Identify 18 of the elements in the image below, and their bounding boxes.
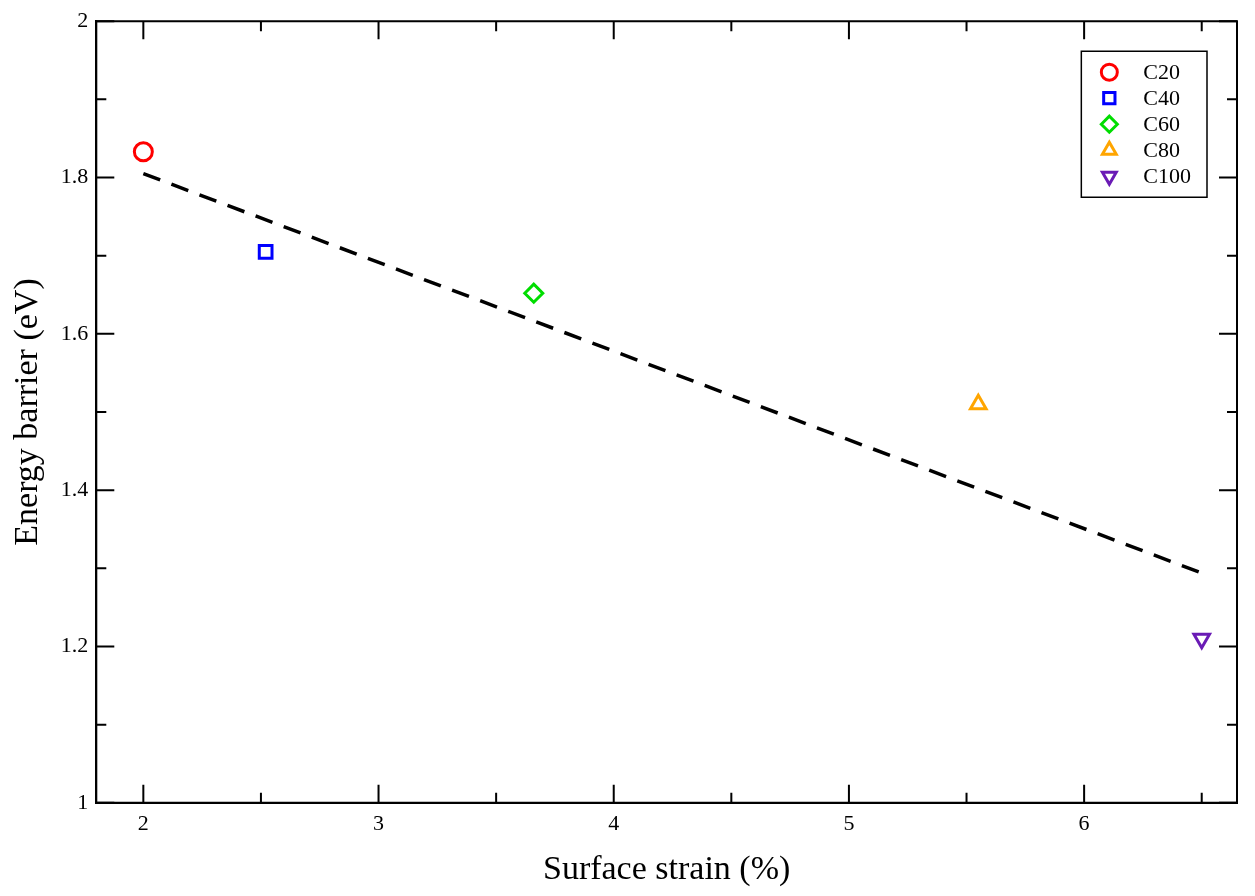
y-tick-label: 2 — [77, 6, 89, 32]
y-tick-label: 1.8 — [60, 163, 89, 189]
legend-label: C20 — [1143, 58, 1181, 84]
y-tick-label: 1 — [77, 788, 89, 814]
x-tick-label: 5 — [843, 809, 855, 835]
y-tick-label: 1.2 — [60, 632, 89, 658]
y-axis-title: Energy barrier (eV) — [7, 278, 46, 546]
x-tick-label: 2 — [137, 809, 149, 835]
x-tick-label: 3 — [373, 809, 385, 835]
x-axis-title: Surface strain (%) — [542, 848, 791, 887]
legend-label: C40 — [1143, 84, 1181, 110]
y-tick-label: 1.4 — [60, 475, 89, 501]
legend-label: C60 — [1143, 110, 1181, 136]
legend-label: C80 — [1143, 136, 1181, 162]
x-tick-label: 6 — [1078, 809, 1090, 835]
legend-label: C100 — [1143, 162, 1192, 188]
x-tick-label: 4 — [608, 809, 620, 835]
y-tick-label: 1.6 — [60, 319, 89, 345]
